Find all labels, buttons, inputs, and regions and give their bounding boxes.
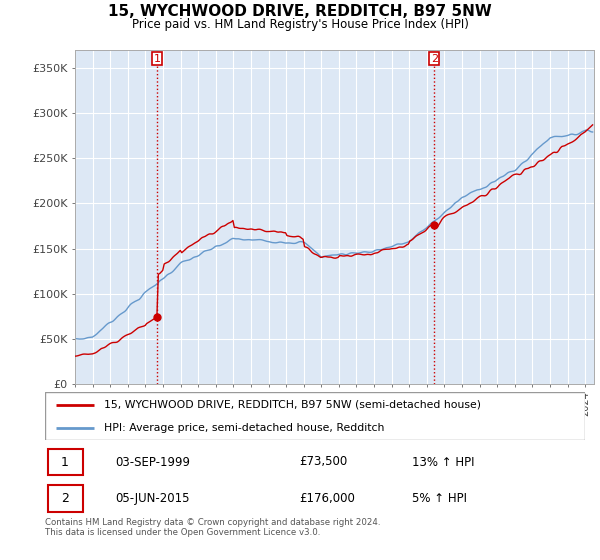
Text: Contains HM Land Registry data © Crown copyright and database right 2024.
This d: Contains HM Land Registry data © Crown c… xyxy=(45,518,380,538)
Bar xyxy=(48,449,83,475)
Text: £73,500: £73,500 xyxy=(299,455,347,469)
Text: 2: 2 xyxy=(61,492,69,505)
Text: 2: 2 xyxy=(431,54,438,64)
Text: 15, WYCHWOOD DRIVE, REDDITCH, B97 5NW: 15, WYCHWOOD DRIVE, REDDITCH, B97 5NW xyxy=(108,4,492,19)
Text: Price paid vs. HM Land Registry's House Price Index (HPI): Price paid vs. HM Land Registry's House … xyxy=(131,18,469,31)
Text: 05-JUN-2015: 05-JUN-2015 xyxy=(115,492,190,505)
Text: 1: 1 xyxy=(154,54,161,64)
Text: 13% ↑ HPI: 13% ↑ HPI xyxy=(412,455,475,469)
Text: 03-SEP-1999: 03-SEP-1999 xyxy=(115,455,190,469)
Text: 1: 1 xyxy=(61,455,69,469)
Text: 15, WYCHWOOD DRIVE, REDDITCH, B97 5NW (semi-detached house): 15, WYCHWOOD DRIVE, REDDITCH, B97 5NW (s… xyxy=(104,400,481,410)
Bar xyxy=(48,485,83,512)
Text: HPI: Average price, semi-detached house, Redditch: HPI: Average price, semi-detached house,… xyxy=(104,423,385,433)
Text: 5% ↑ HPI: 5% ↑ HPI xyxy=(412,492,467,505)
Text: £176,000: £176,000 xyxy=(299,492,355,505)
